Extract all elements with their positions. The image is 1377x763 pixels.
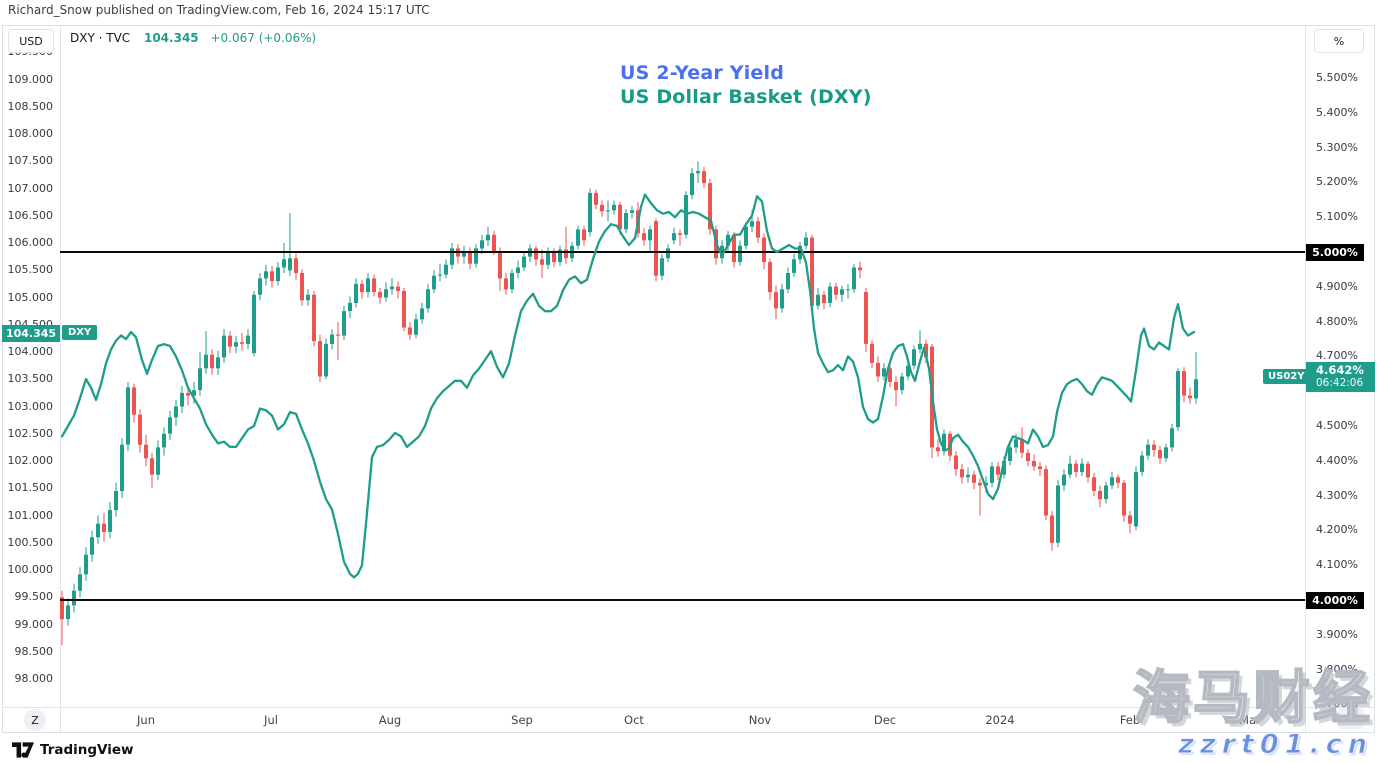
time-axis-label: Aug: [378, 713, 402, 727]
dxy-candlestick-series: [60, 161, 1198, 646]
time-axis-label: Sep: [511, 713, 533, 727]
currency-unit-button[interactable]: USD: [8, 29, 54, 53]
left-axis-tick: 108.000: [7, 127, 54, 140]
left-axis-tick: 100.500: [7, 535, 54, 549]
right-axis-tick: 4.700%: [1316, 349, 1358, 363]
left-axis-tick: 100.000: [7, 563, 54, 576]
dxy-series-tag: DXY: [62, 325, 98, 341]
right-axis-tick: 5.500%: [1316, 71, 1358, 84]
left-axis-tick: 106.000: [7, 236, 54, 249]
watermark-site-text: zzrt01.cn: [1178, 729, 1373, 761]
left-axis-tick: 102.500: [7, 426, 54, 440]
symbol-info-row: DXY · TVC 104.345 +0.067 (+0.06%): [70, 31, 316, 45]
left-axis-tick: 99.500: [14, 590, 54, 604]
left-axis-tick: 107.000: [7, 181, 54, 195]
time-axis-label: Jul: [264, 713, 278, 727]
time-axis-label: Feb: [1119, 713, 1141, 727]
chart-frame: [2, 25, 1375, 733]
time-axis-label: Dec: [873, 713, 897, 727]
tradingview-logo-icon: [12, 742, 34, 758]
right-axis-tick: 5.400%: [1316, 105, 1358, 119]
tradingview-logo-text: TradingView: [40, 742, 134, 758]
right-axis-tick: 4.100%: [1316, 558, 1358, 572]
left-axis-tick: 108.500: [7, 99, 54, 113]
left-axis-tick: 107.500: [7, 154, 54, 168]
left-axis-tick: 105.500: [7, 263, 54, 277]
percent-unit-button[interactable]: %: [1314, 29, 1364, 53]
right-axis-tick: 3.800%: [1316, 662, 1358, 676]
left-axis-tick: 101.500: [7, 481, 54, 495]
left-axis-tick: 101.000: [7, 508, 54, 522]
left-axis-tick: 98.000: [14, 672, 54, 685]
time-axis-label: Jun: [137, 713, 155, 727]
chart-title-dxy: US Dollar Basket (DXY): [620, 86, 872, 108]
time-axis-label: Oct: [624, 713, 644, 727]
symbol-name: DXY · TVC: [70, 31, 131, 45]
tradingview-footer[interactable]: TradingView: [12, 742, 134, 758]
auto-scale-button[interactable]: A: [1338, 708, 1364, 729]
us02y-countdown: 06:42:06: [1316, 376, 1364, 389]
us02y-value: 4.642%: [1316, 362, 1364, 377]
dxy-last-price-badge: 104.345: [2, 324, 60, 342]
right-axis-tick: 4.300%: [1316, 488, 1358, 502]
right-axis-tick: 4.800%: [1316, 314, 1358, 328]
right-axis-tick: 4.400%: [1316, 453, 1358, 467]
symbol-last-price: 104.345: [143, 31, 199, 45]
timezone-button[interactable]: Z: [24, 709, 46, 731]
right-axis-tick: 5.100%: [1316, 210, 1358, 224]
left-axis-tick: 104.000: [7, 345, 54, 358]
right-axis-tick: 5.200%: [1316, 175, 1358, 189]
right-axis-tick: 4.500%: [1316, 419, 1358, 432]
left-axis-separator: [60, 25, 61, 733]
left-axis-tick: 103.500: [7, 372, 54, 386]
right-axis-tick: 4.900%: [1316, 279, 1358, 293]
left-axis-tick: 98.500: [14, 644, 54, 658]
time-axis[interactable]: Jun Jul Aug Sep Oct Nov Dec 2024 Feb Mar: [0, 708, 1377, 733]
right-axis-tick: 5.300%: [1316, 140, 1358, 154]
left-axis-tick: 103.000: [7, 399, 54, 413]
level-4-percent-badge: 4.000%: [1306, 591, 1364, 609]
chart-title-us2y: US 2-Year Yield: [620, 62, 785, 84]
left-axis-tick: 105.000: [7, 290, 54, 304]
left-axis-tick: 109.000: [7, 72, 54, 86]
time-axis-label: Mar: [1239, 713, 1261, 727]
left-axis-tick: 99.000: [14, 617, 54, 631]
level-5-percent-badge: 5.000%: [1306, 243, 1364, 261]
byline: Richard_Snow published on TradingView.co…: [8, 3, 430, 17]
us02y-line-series: [60, 193, 1196, 579]
right-axis-tick: 4.200%: [1316, 523, 1358, 537]
left-axis-tick: 102.000: [7, 454, 54, 467]
time-axis-label: 2024: [985, 713, 1015, 727]
price-axis-left[interactable]: 109.500109.000108.500108.000107.500107.0…: [2, 25, 60, 707]
us02y-series-tag: US02Y: [1263, 368, 1310, 384]
time-axis-separator: [2, 707, 1375, 708]
time-axis-label: Nov: [748, 713, 772, 727]
us02y-last-value-badge: 4.642% 06:42:06: [1306, 361, 1375, 392]
symbol-change: +0.067 (+0.06%): [210, 31, 317, 45]
right-axis-tick: 3.900%: [1316, 627, 1358, 641]
chart-pane[interactable]: [60, 25, 1305, 707]
price-axis-right[interactable]: 5.500% 5.400% 5.300% 5.200% 5.100% 4.900% 4.80…: [1306, 25, 1375, 710]
left-axis-tick: 106.500: [7, 208, 54, 222]
right-axis-tick: 3.700%: [1316, 697, 1358, 711]
horizontal-level-lines[interactable]: [60, 251, 1305, 601]
